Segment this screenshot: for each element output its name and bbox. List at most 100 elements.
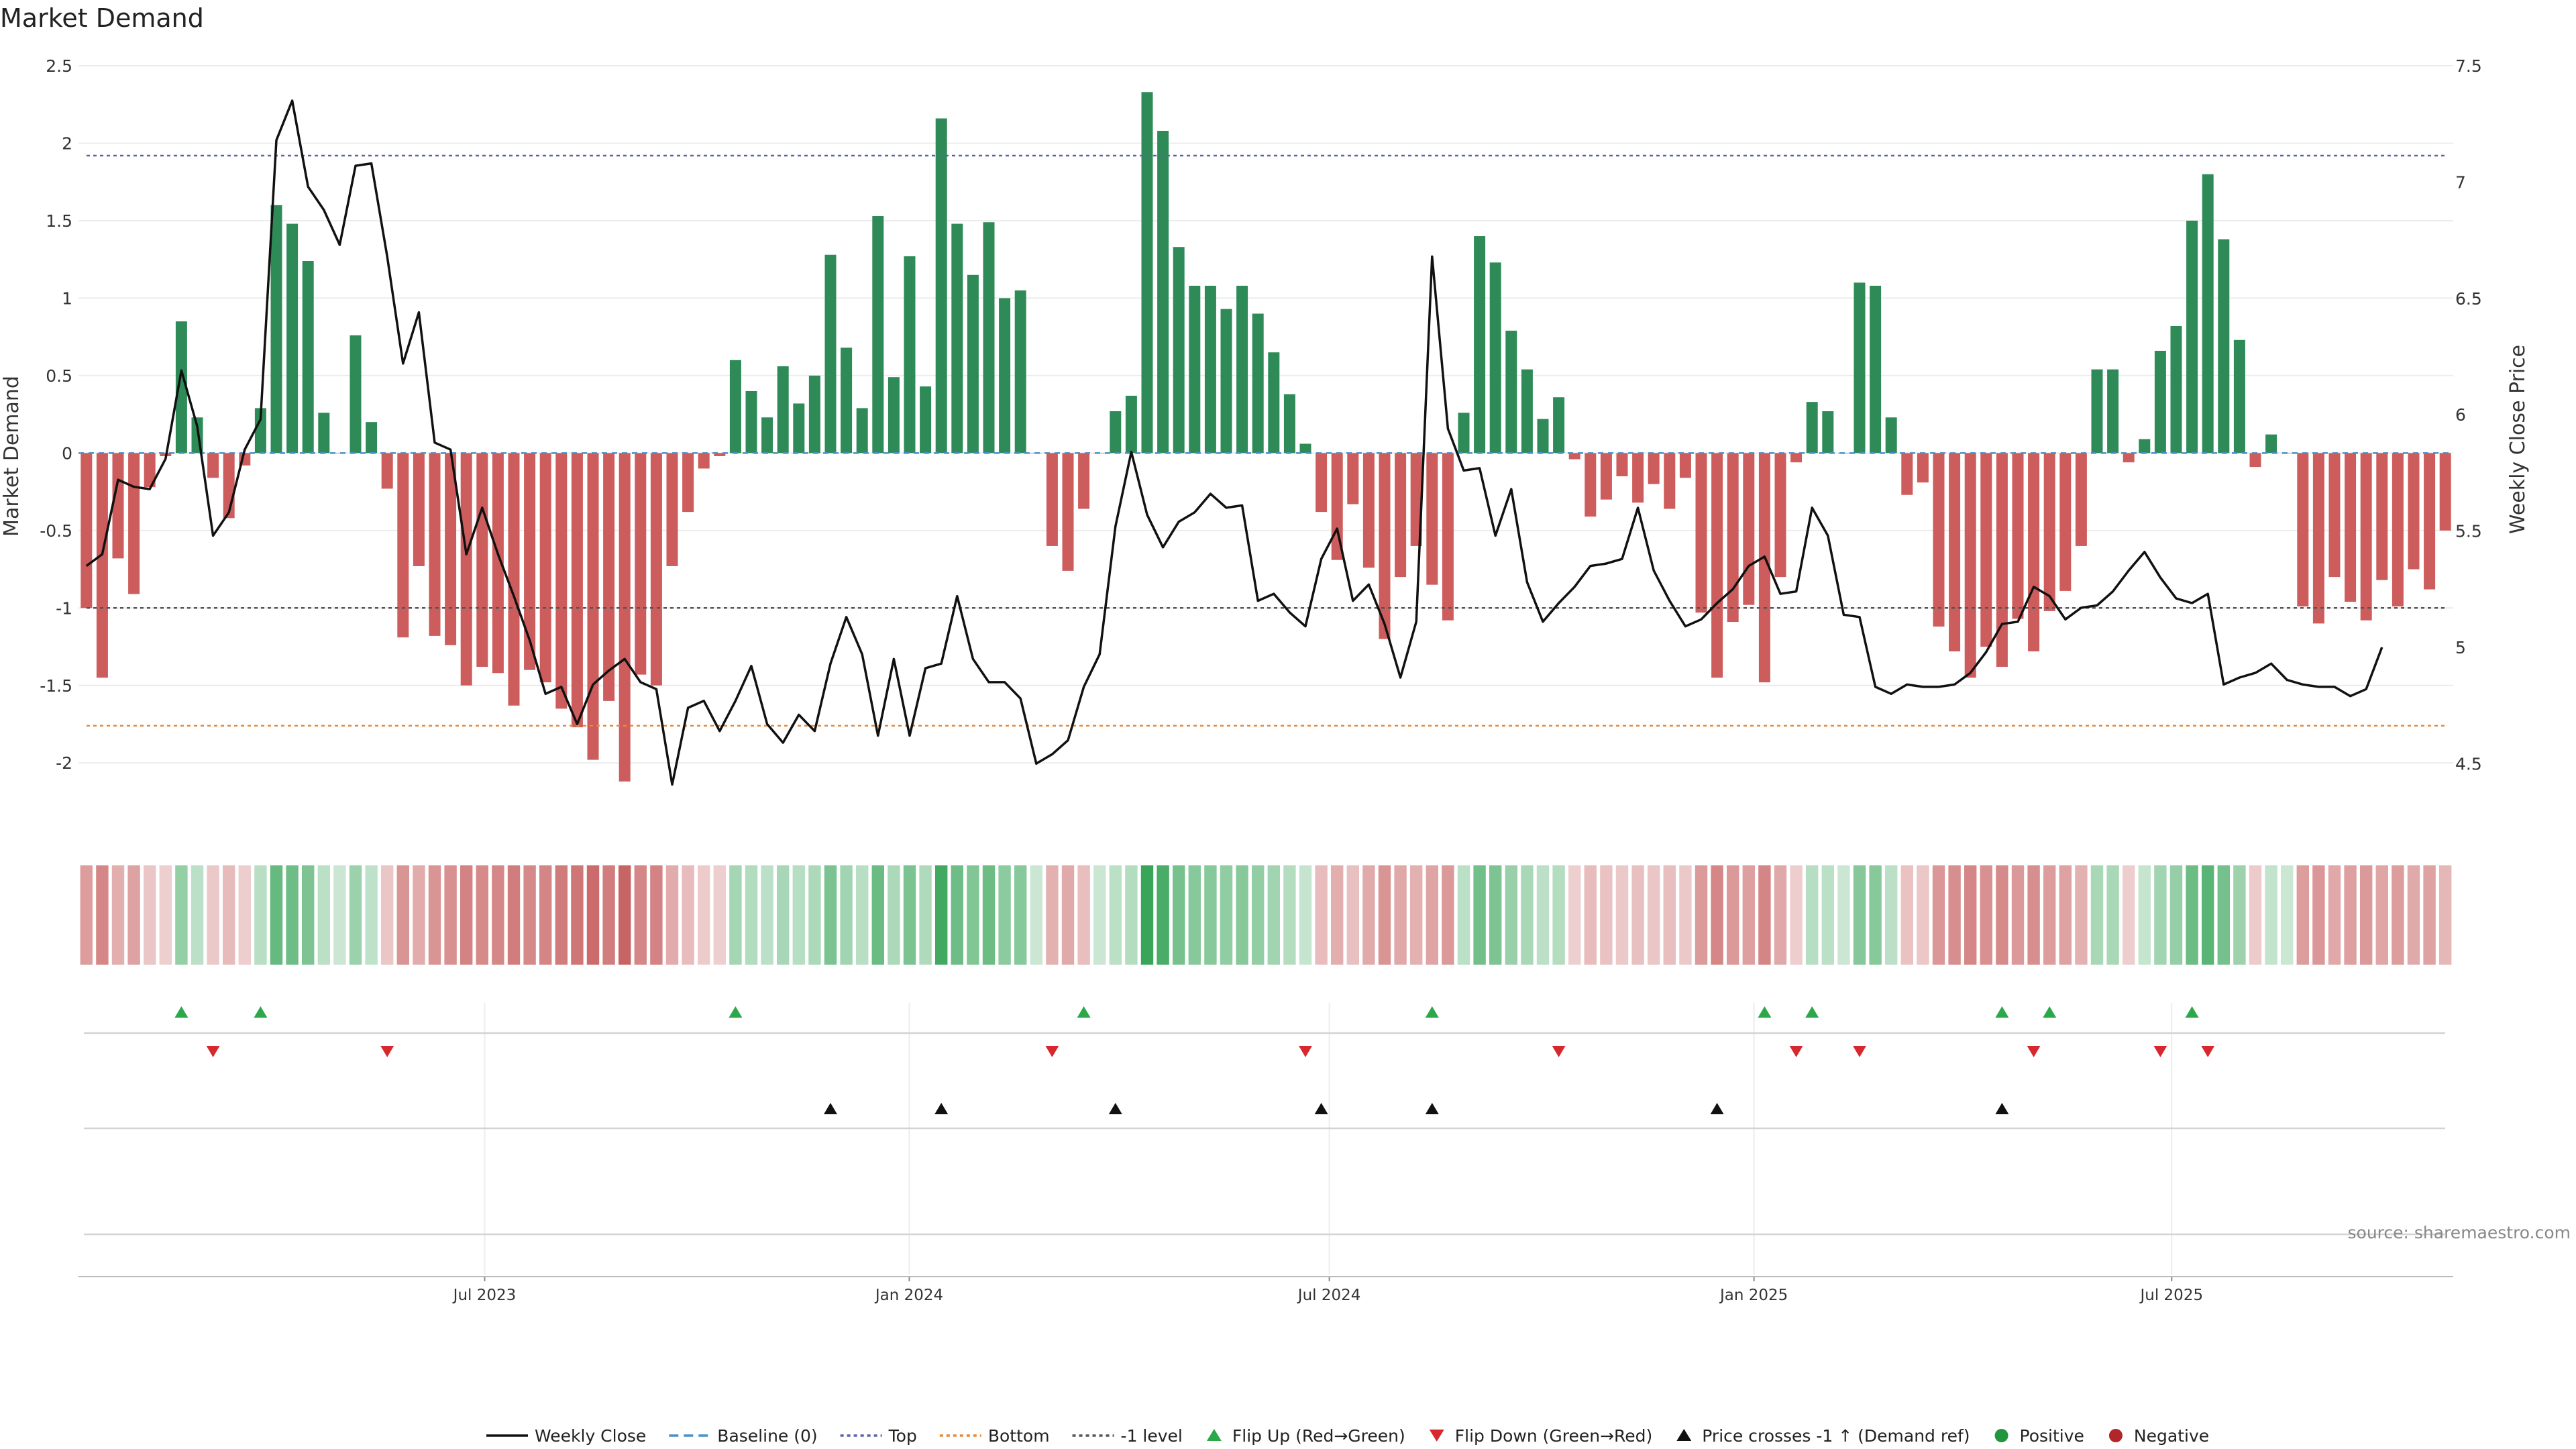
demand-bar: [571, 453, 583, 728]
demand-bar: [1854, 282, 1866, 453]
flip-up-marker: [1425, 1006, 1439, 1018]
demand-bar: [1996, 453, 2008, 667]
demand-bar: [1062, 453, 1074, 571]
demand-bar: [1173, 247, 1185, 453]
heat-cell: [428, 865, 441, 965]
weekly-close-polyline: [85, 99, 2383, 786]
demand-bar: [539, 453, 551, 683]
heat-cell: [888, 865, 900, 965]
price-cross-marker: [824, 1103, 837, 1114]
demand-bar: [476, 453, 488, 667]
heat-cell: [1378, 865, 1391, 965]
demand-bar: [1442, 453, 1454, 621]
heat-cell: [903, 865, 916, 965]
legend-item: Top: [840, 1426, 917, 1446]
flip-up-marker: [254, 1006, 268, 1018]
demand-bar: [2107, 369, 2119, 453]
heat-cell: [1853, 865, 1866, 965]
heat-cell: [1489, 865, 1502, 965]
heat-cell: [1552, 865, 1565, 965]
x-tick-label: Jul 2023: [452, 1287, 517, 1304]
heat-cell: [1109, 865, 1122, 965]
demand-bar: [1553, 397, 1565, 453]
heat-cell: [1362, 865, 1375, 965]
heat-cell: [1093, 865, 1106, 965]
demand-bar: [967, 274, 979, 453]
legend-label: Top: [888, 1426, 917, 1446]
demand-bar: [2091, 369, 2103, 453]
demand-bar: [698, 453, 710, 469]
x-tick-label: Jul 2024: [1297, 1287, 1361, 1304]
demand-bar: [1632, 453, 1644, 503]
heat-cell: [824, 865, 837, 965]
demand-bar: [492, 453, 504, 674]
demand-bar: [1426, 453, 1438, 585]
demand-bar: [1743, 453, 1755, 605]
demand-bar: [207, 453, 219, 478]
demand-bar: [808, 375, 820, 453]
demand-bar: [2170, 325, 2182, 453]
demand-bar: [888, 377, 900, 453]
demand-bar: [1616, 453, 1628, 476]
heat-cell: [1125, 865, 1138, 965]
heat-cell: [1394, 865, 1407, 965]
x-tick-label: Jan 2025: [1719, 1287, 1788, 1304]
demand-bar: [777, 366, 789, 453]
demand-bar: [286, 223, 299, 453]
heat-cell: [191, 865, 204, 965]
demand-bar: [1362, 453, 1375, 568]
demand-bar: [1822, 411, 1834, 453]
heat-cell: [1299, 865, 1312, 965]
y2-tick-label: 5.5: [2455, 522, 2482, 541]
heat-cell: [1869, 865, 1882, 965]
heat-cell: [618, 865, 631, 965]
demand-bar: [2297, 453, 2309, 606]
legend-label: Flip Up (Red→Green): [1232, 1426, 1405, 1446]
heat-cell: [1663, 865, 1676, 965]
heat-cell: [1996, 865, 2008, 965]
demand-bar: [175, 321, 187, 453]
demand-bar: [1410, 453, 1422, 546]
heat-cell: [1742, 865, 1756, 965]
heat-cell: [207, 865, 219, 965]
heat-cell: [1584, 865, 1597, 965]
demand-bar: [2312, 453, 2324, 624]
weekly-close-line: [85, 99, 2383, 786]
heat-cell: [238, 865, 252, 965]
heat-cell: [301, 865, 315, 965]
demand-bar: [2075, 453, 2087, 546]
heat-cell: [1821, 865, 1835, 965]
heat-cell: [1505, 865, 1518, 965]
demand-bar: [2186, 220, 2198, 453]
legend-item: Price crosses -1 ↑ (Demand ref): [1676, 1426, 1970, 1446]
demand-bar: [1648, 453, 1660, 484]
flip-up-marker: [1805, 1006, 1819, 1018]
heat-cell: [1837, 865, 1850, 965]
y-axis-ticks: -2 -1.5 -1 -0.5 0 0.5 1 1.5 2 2.5: [40, 56, 72, 773]
demand-bar: [635, 453, 647, 675]
demand-bar: [666, 453, 678, 566]
legend-item: Flip Up (Red→Green): [1206, 1426, 1405, 1446]
heat-cell: [1283, 865, 1296, 965]
heat-cell: [1346, 865, 1360, 965]
flip-down-marker: [1789, 1046, 1803, 1057]
heat-cell: [1188, 865, 1201, 965]
heat-cell: [1014, 865, 1027, 965]
heat-cell: [96, 865, 109, 965]
heat-cell: [1647, 865, 1660, 965]
demand-bar: [1711, 453, 1723, 678]
heat-cell: [1140, 865, 1154, 965]
legend-item: Bottom: [939, 1426, 1050, 1446]
heat-cell: [1805, 865, 1819, 965]
demand-bar: [1379, 453, 1391, 639]
demand-bar: [254, 408, 266, 453]
demand-bar: [872, 216, 884, 453]
heat-cell: [1267, 865, 1281, 965]
heat-cell: [1315, 865, 1328, 965]
heat-cell: [1251, 865, 1265, 965]
demand-bar: [1806, 402, 1818, 453]
demand-bar: [350, 335, 362, 453]
heat-cell: [380, 865, 394, 965]
heat-cell: [2233, 865, 2246, 965]
heat-cell: [2265, 865, 2277, 965]
